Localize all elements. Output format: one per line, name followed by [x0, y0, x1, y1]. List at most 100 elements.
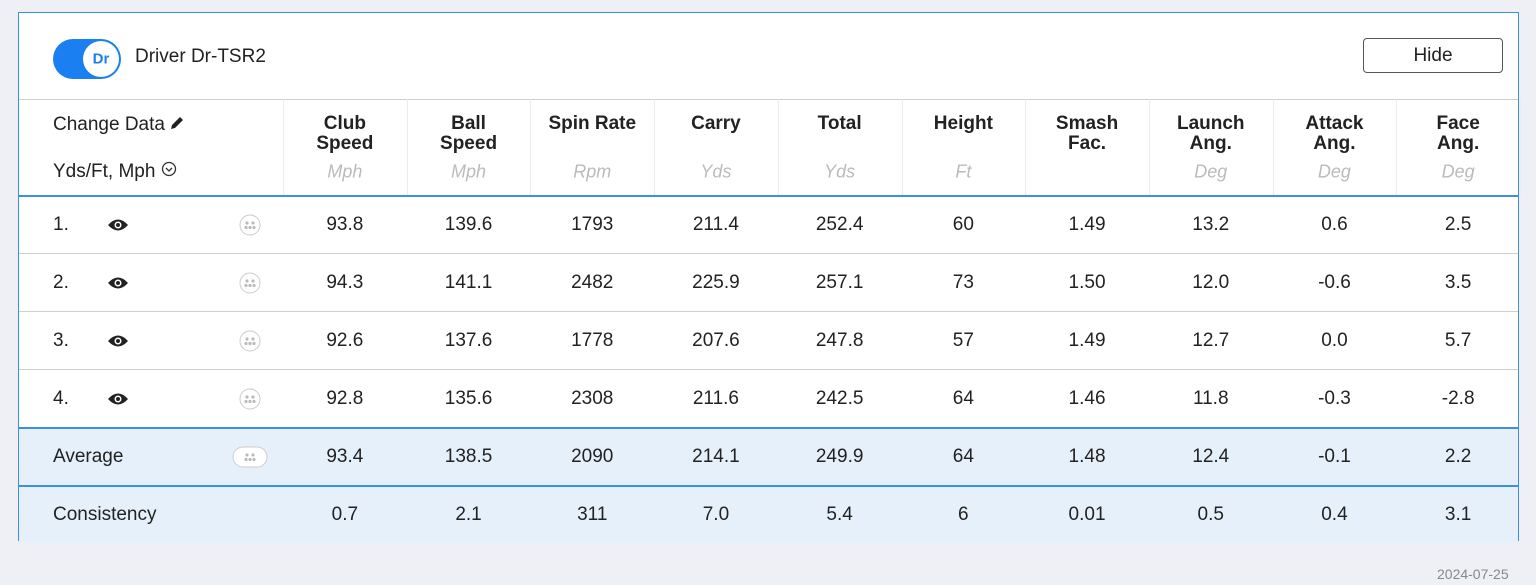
- shot-icon[interactable]: [239, 214, 261, 236]
- column-header: Speed: [440, 133, 498, 154]
- column-header: Attack: [1305, 113, 1364, 134]
- cell-value: 2.1: [455, 504, 482, 525]
- cell-value: 2.5: [1444, 214, 1472, 235]
- cell-value: 311: [577, 504, 608, 525]
- column-unit: Yds: [700, 161, 732, 182]
- shot-icon[interactable]: [239, 272, 261, 294]
- visibility-toggle[interactable]: [107, 276, 129, 290]
- change-data[interactable]: Change Data: [53, 114, 184, 136]
- cell-value: 135.6: [444, 388, 493, 409]
- cell-value: 6: [958, 504, 969, 525]
- column-header: Smash: [1055, 113, 1119, 134]
- row-label: Consistency: [53, 504, 157, 525]
- cell-value: 3.5: [1444, 272, 1472, 293]
- column-header: Ang.: [1313, 133, 1356, 154]
- column-header: Launch: [1176, 113, 1245, 134]
- cell-value: -0.3: [1318, 388, 1351, 409]
- cell-value: 207.6: [692, 330, 740, 351]
- row-label: 4.: [53, 388, 69, 409]
- cell-value: 211.6: [692, 388, 740, 409]
- hide-button[interactable]: Hide: [1363, 38, 1503, 73]
- column-unit: Yds: [824, 161, 856, 182]
- visibility-toggle[interactable]: [107, 334, 129, 348]
- column-header: Carry: [691, 113, 741, 134]
- cell-value: 57: [952, 330, 974, 351]
- row-divider: [19, 311, 1518, 312]
- row-divider: [19, 427, 1518, 429]
- toggle-label: Dr: [92, 50, 110, 68]
- cell-value: 2308: [571, 388, 614, 409]
- visibility-toggle[interactable]: [107, 392, 129, 406]
- cell-value: 1778: [571, 330, 614, 351]
- cell-value: 1.50: [1068, 272, 1106, 293]
- column-divider: [1520, 99, 1521, 195]
- shot-icon[interactable]: [239, 330, 261, 352]
- units-label: Yds/Ft, Mph: [53, 161, 156, 182]
- column-header: Club: [323, 113, 366, 134]
- column-divider: [283, 99, 284, 195]
- cell-value: 2.2: [1444, 446, 1472, 467]
- column-header: Height: [933, 113, 993, 134]
- cell-value: 141.1: [444, 272, 493, 293]
- column-header: Face: [1436, 113, 1480, 134]
- cell-value: 1793: [571, 214, 614, 235]
- cell-value: -0.6: [1318, 272, 1351, 293]
- shot-icon[interactable]: [239, 388, 261, 410]
- cell-value: -2.8: [1441, 388, 1475, 409]
- column-header: Spin Rate: [548, 113, 637, 134]
- cell-value: 211.4: [692, 214, 740, 235]
- club-toggle[interactable]: Dr: [53, 39, 121, 79]
- row-divider: [19, 369, 1518, 370]
- cell-value: 11.8: [1192, 388, 1229, 409]
- cell-value: 64: [952, 446, 974, 467]
- divider: [19, 195, 1518, 197]
- cell-value: 3.1: [1444, 504, 1472, 525]
- cell-value: 225.9: [692, 272, 740, 293]
- cell-value: 247.8: [815, 330, 864, 351]
- row-label: 2.: [53, 272, 69, 293]
- cell-value: 5.7: [1444, 330, 1472, 351]
- column-unit: Rpm: [573, 161, 612, 182]
- column-divider: [1396, 99, 1398, 195]
- row-divider: [19, 485, 1518, 487]
- club-name: Driver Dr-TSR2: [135, 46, 266, 67]
- cell-value: 249.9: [815, 446, 864, 467]
- cell-value: 12.7: [1192, 330, 1230, 351]
- cell-value: 0.0: [1321, 330, 1348, 351]
- column-divider: [1272, 99, 1274, 195]
- cell-value: 0.6: [1321, 214, 1348, 235]
- cell-value: 1.46: [1068, 388, 1106, 409]
- row-background: [19, 486, 1518, 543]
- stats-table: Dr Driver Dr-TSR2 Hide Change Data Yds/F…: [18, 12, 1521, 543]
- column-header: Fac.: [1068, 133, 1107, 154]
- column-unit: Mph: [451, 161, 487, 182]
- visibility-toggle[interactable]: [107, 218, 129, 232]
- cell-value: 2090: [571, 446, 614, 467]
- cell-value: 257.1: [815, 272, 864, 293]
- cell-value: 73: [952, 272, 974, 293]
- cell-value: 92.6: [326, 330, 364, 351]
- cell-value: 242.5: [815, 388, 864, 409]
- cell-value: 13.2: [1192, 214, 1230, 235]
- column-header: Speed: [316, 133, 374, 154]
- cell-value: 94.3: [326, 272, 364, 293]
- column-divider: [1148, 99, 1150, 195]
- cell-value: 5.4: [826, 504, 853, 525]
- cell-value: 12.4: [1192, 446, 1230, 467]
- column-header: Ang.: [1189, 133, 1232, 154]
- cell-value: 139.6: [444, 214, 493, 235]
- cell-value: 93.8: [326, 214, 364, 235]
- column-header: Ball: [451, 113, 486, 134]
- column-unit: Mph: [327, 161, 363, 182]
- cell-value: 214.1: [692, 446, 740, 467]
- pencil-icon: [171, 117, 184, 129]
- cell-value: 0.7: [331, 504, 359, 525]
- units-select[interactable]: Yds/Ft, Mph: [53, 161, 177, 183]
- row-divider: [19, 253, 1518, 254]
- cell-value: 0.5: [1197, 504, 1224, 525]
- divider: [19, 99, 1518, 100]
- column-header: Total: [817, 113, 862, 134]
- cell-value: -0.1: [1318, 446, 1351, 467]
- average-icon: [232, 446, 268, 468]
